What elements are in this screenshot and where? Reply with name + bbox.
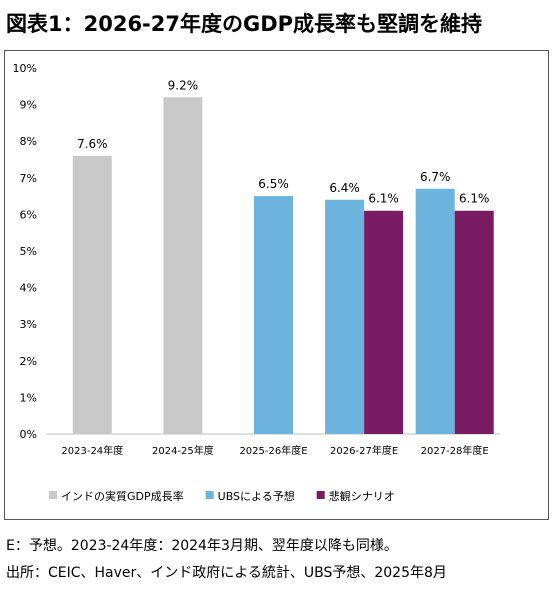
bar: [325, 199, 365, 434]
y-tick-label: 5%: [20, 245, 37, 258]
y-tick-label: 3%: [20, 318, 37, 331]
y-tick-label: 6%: [20, 208, 37, 221]
bar: [364, 210, 404, 434]
data-label: 7.6%: [77, 137, 108, 151]
y-tick-label: 10%: [13, 62, 37, 75]
y-tick-label: 8%: [20, 135, 37, 148]
bar-chart: 0% 1% 2% 3% 4% 5% 6% 7% 8% 9% 10% 7.6% 2023-24年度 9.2%…: [13, 62, 500, 503]
bar: [254, 196, 293, 434]
bar: [454, 210, 494, 434]
chart-title: 図表1：2026-27年度のGDP成長率も堅調を維持: [6, 12, 483, 36]
y-tick-label: 2%: [20, 355, 37, 368]
data-label: 9.2%: [168, 78, 199, 92]
data-label: 6.1%: [459, 192, 490, 206]
chart-frame: 0% 1% 2% 3% 4% 5% 6% 7% 8% 9% 10% 7.6% 2023-24年度 9.2%…: [4, 50, 549, 520]
note-forecast: E：予想。2023-24年度：2024年3月期、翌年度以降も同様。: [6, 538, 398, 554]
x-tick-label: 2026-27年度E: [330, 444, 398, 457]
x-tick-label: 2027-28年度E: [421, 444, 489, 457]
note-source: 出所：CEIC、Haver、インド政府による統計、UBS予想、2025年8月: [6, 565, 447, 581]
data-label: 6.7%: [420, 170, 451, 184]
x-tick-label: 2025-26年度E: [239, 444, 307, 457]
data-label: 6.4%: [329, 181, 360, 195]
data-label: 6.5%: [258, 177, 289, 191]
y-tick-label: 0%: [20, 428, 37, 441]
bar: [72, 155, 112, 434]
data-label: 6.1%: [368, 192, 399, 206]
y-tick-label: 9%: [20, 99, 37, 112]
x-tick-label: 2023-24年度: [61, 444, 123, 457]
legend-swatch: [49, 491, 57, 499]
legend-swatch: [316, 491, 325, 499]
legend-swatch: [205, 491, 214, 499]
bar: [415, 188, 455, 434]
bar: [163, 97, 203, 434]
y-tick-label: 1%: [20, 391, 37, 404]
legend-label: インドの実質GDP成長率: [61, 489, 184, 503]
legend-label: UBSによる予想: [218, 489, 295, 503]
y-tick-label: 4%: [20, 282, 37, 295]
x-tick-label: 2024-25年度: [152, 444, 214, 457]
y-tick-label: 7%: [20, 172, 37, 185]
legend-label: 悲観シナリオ: [329, 489, 395, 503]
